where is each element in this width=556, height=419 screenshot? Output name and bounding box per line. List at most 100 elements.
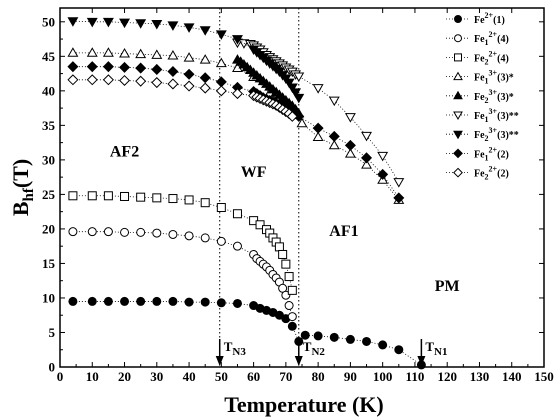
legend-label-site: (3)** bbox=[497, 130, 519, 141]
marker-diamond bbox=[86, 61, 98, 73]
marker-square bbox=[274, 242, 284, 252]
marker-circle bbox=[68, 227, 78, 237]
marker-triangle-down bbox=[283, 78, 295, 89]
marker-triangle-down bbox=[286, 83, 298, 93]
legend-entry: Fe23+(3)** bbox=[446, 126, 519, 143]
marker-triangle-down bbox=[312, 84, 324, 94]
transition-label: TN3 bbox=[224, 339, 247, 358]
y-axis-title: Bhf(T) bbox=[8, 159, 37, 216]
x-tick-label: 20 bbox=[118, 369, 131, 384]
marker-circle bbox=[136, 296, 146, 306]
series-8 bbox=[67, 61, 405, 204]
marker-triangle-up bbox=[119, 47, 130, 58]
marker-triangle-down bbox=[215, 30, 227, 40]
marker-diamond bbox=[151, 77, 163, 89]
legend-label-site: (1) bbox=[493, 15, 505, 26]
transition-guides: TN3 TN2 TN1 bbox=[215, 8, 448, 367]
legend-label-ion: 2 bbox=[485, 134, 489, 143]
marker-square bbox=[168, 194, 178, 204]
series-2 bbox=[68, 227, 297, 322]
legend-label: Fe12+(4) bbox=[474, 30, 509, 47]
x-tick-label: 110 bbox=[406, 369, 425, 384]
legend-label-ion: 2 bbox=[485, 57, 489, 66]
y-tick-label: 0 bbox=[49, 360, 56, 375]
transition-label-sub: N3 bbox=[232, 346, 246, 358]
legend-label-site: (2) bbox=[497, 149, 509, 160]
marker-square bbox=[287, 285, 297, 295]
marker-triangle-up bbox=[135, 48, 147, 59]
marker-diamond bbox=[453, 167, 463, 178]
legend-label-charge: 2+ bbox=[489, 145, 498, 154]
marker-square bbox=[216, 203, 226, 213]
marker-diamond bbox=[231, 88, 243, 100]
x-axis-title: Temperature (K) bbox=[224, 392, 383, 417]
marker-triangle-up bbox=[344, 148, 356, 158]
transition-label: TN1 bbox=[425, 339, 447, 358]
x-tick-label: 0 bbox=[57, 369, 64, 384]
marker-square bbox=[200, 198, 210, 208]
x-tick-label: 140 bbox=[502, 369, 522, 384]
x-tick-label: 50 bbox=[215, 369, 228, 384]
y-tick-label: 10 bbox=[42, 290, 55, 305]
marker-circle bbox=[362, 336, 372, 346]
marker-diamond bbox=[361, 152, 373, 164]
marker-circle bbox=[454, 34, 462, 43]
legend-label-charge: 3+ bbox=[489, 88, 498, 97]
marker-triangle-up bbox=[183, 52, 195, 62]
marker-circle bbox=[200, 297, 210, 307]
legend-label-main: Fe bbox=[474, 34, 485, 45]
x-tick-label: 70 bbox=[279, 369, 292, 384]
legend-entry: Fe12+(2) bbox=[446, 145, 509, 162]
marker-square bbox=[255, 220, 265, 230]
legend-label-ion: 1 bbox=[485, 115, 489, 124]
legend-label: Fe13+(3)** bbox=[474, 107, 519, 124]
series-4 bbox=[67, 47, 405, 204]
legend-label-main: Fe bbox=[474, 73, 485, 84]
legend: Fe2+(1)Fe12+(4)Fe22+(4)Fe13+(3)*Fe23+(3)… bbox=[446, 11, 519, 182]
marker-circle bbox=[287, 312, 297, 322]
plot-area bbox=[59, 7, 545, 368]
legend-label-charge: 3+ bbox=[489, 126, 498, 135]
y-tick-label: 35 bbox=[42, 118, 56, 133]
legend-label-ion: 1 bbox=[485, 77, 489, 86]
marker-triangle-up bbox=[453, 71, 463, 81]
legend-label-main: Fe bbox=[474, 130, 485, 141]
marker-triangle-up bbox=[328, 139, 340, 150]
region-label: AF2 bbox=[110, 143, 139, 160]
marker-diamond bbox=[67, 61, 79, 73]
marker-square bbox=[87, 191, 97, 201]
marker-triangle-up bbox=[151, 49, 163, 59]
legend-label-main: Fe bbox=[474, 111, 485, 122]
marker-circle bbox=[232, 298, 242, 308]
legend-label-charge: 2+ bbox=[489, 49, 498, 58]
legend-entry: Fe22+(2) bbox=[446, 165, 509, 182]
marker-circle bbox=[329, 332, 339, 342]
legend-label-charge: 2+ bbox=[489, 30, 498, 39]
marker-triangle-down bbox=[86, 17, 98, 28]
marker-diamond bbox=[135, 62, 147, 74]
marker-circle bbox=[216, 298, 226, 308]
marker-circle bbox=[284, 301, 294, 311]
marker-circle bbox=[454, 15, 462, 23]
marker-triangle-down bbox=[328, 96, 340, 107]
marker-circle bbox=[287, 321, 297, 331]
marker-circle bbox=[120, 227, 130, 237]
marker-circle bbox=[103, 296, 113, 306]
marker-circle bbox=[294, 336, 304, 346]
x-tick-label: 90 bbox=[344, 369, 357, 384]
x-tick-label: 150 bbox=[534, 369, 554, 384]
transition-label-main: T bbox=[425, 339, 434, 354]
x-tick-label: 10 bbox=[86, 369, 99, 384]
marker-triangle-down bbox=[293, 72, 305, 82]
marker-diamond bbox=[328, 130, 340, 142]
legend-label-ion: 1 bbox=[485, 153, 489, 162]
legend-entry: Fe2+(1) bbox=[446, 11, 505, 26]
marker-circle bbox=[68, 296, 78, 306]
marker-circle bbox=[232, 241, 242, 251]
marker-triangle-up bbox=[199, 54, 211, 64]
marker-diamond bbox=[215, 76, 227, 88]
marker-diamond bbox=[167, 78, 179, 90]
series-7 bbox=[67, 17, 305, 104]
legend-label: Fe12+(2) bbox=[474, 145, 509, 162]
